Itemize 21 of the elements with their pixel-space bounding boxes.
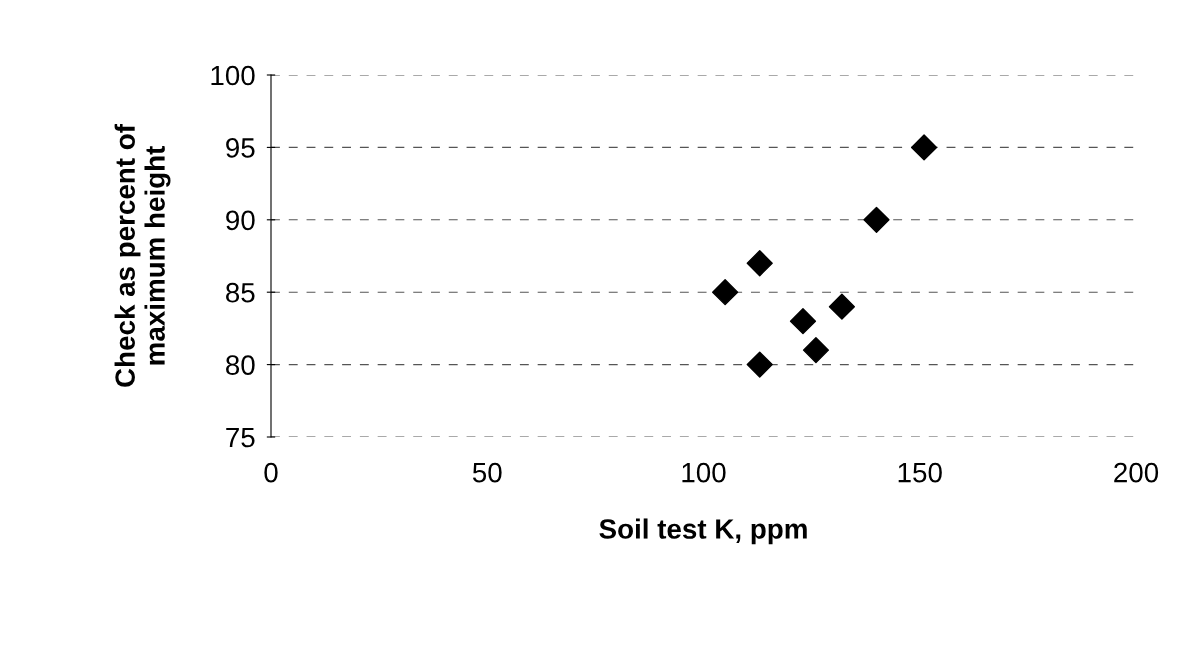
x-axis-title: Soil test K, ppm — [599, 518, 807, 545]
y-tick-label: 80 — [226, 355, 255, 375]
x-tick-label: 100 — [682, 462, 726, 483]
x-tick-label: 0 — [264, 462, 278, 483]
point — [828, 293, 856, 320]
y-axis-title: Check as percent of maximum height — [114, 123, 171, 387]
y-tick-label: 75 — [226, 427, 255, 448]
y-tick-label: 85 — [226, 282, 255, 303]
point — [910, 134, 938, 161]
point — [746, 250, 773, 277]
x-tick-label: 150 — [898, 462, 942, 483]
point — [802, 337, 830, 364]
point — [746, 351, 773, 378]
x-tick-label: 200 — [1114, 462, 1159, 483]
x-tick-label: 50 — [472, 462, 502, 483]
point — [863, 206, 890, 233]
y-tick-label: 90 — [226, 210, 255, 231]
y-tick-label: 100 — [211, 65, 255, 86]
point — [712, 279, 739, 306]
y-tick-label: 95 — [226, 138, 255, 158]
point — [789, 308, 817, 335]
